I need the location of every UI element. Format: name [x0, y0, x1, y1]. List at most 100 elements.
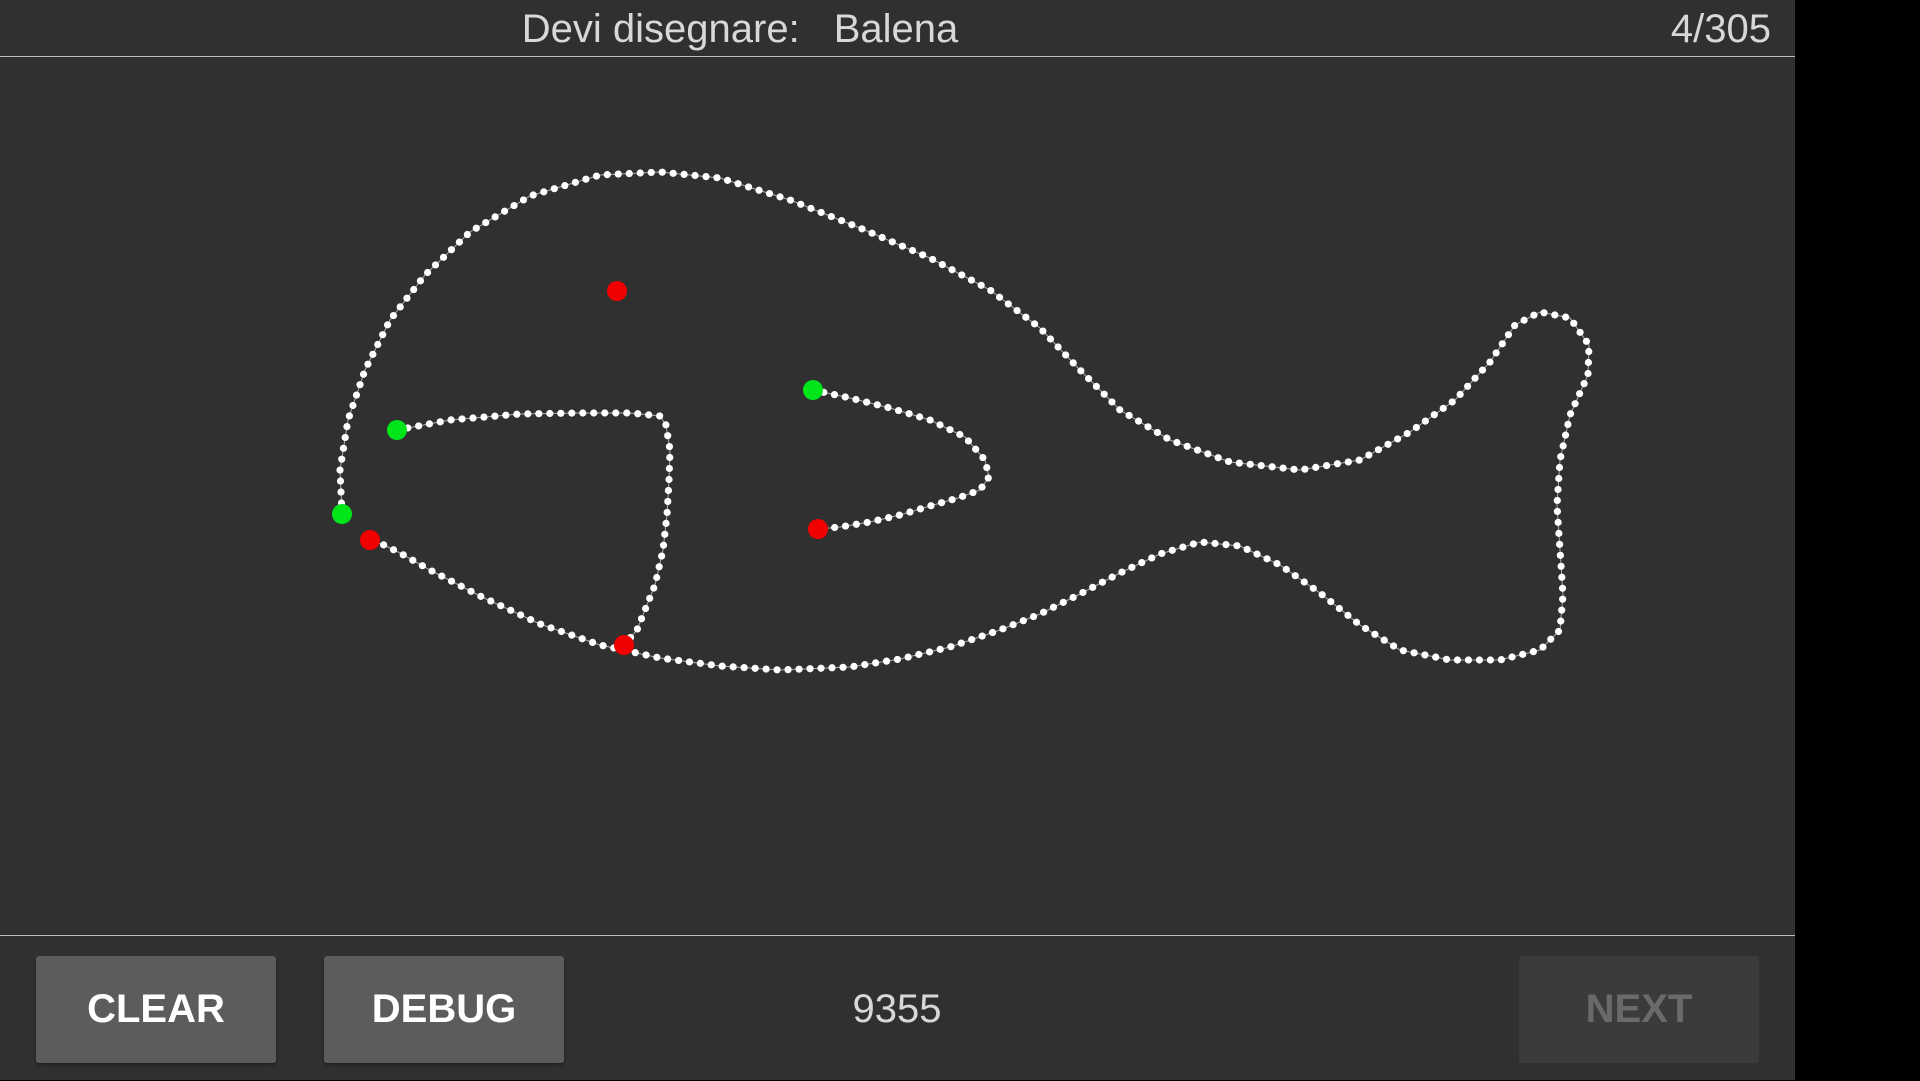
- stroke-point: [472, 224, 480, 232]
- stroke-point: [680, 170, 688, 179]
- stroke-point: [399, 551, 407, 559]
- stroke-point: [645, 411, 653, 419]
- stroke-point: [1554, 627, 1563, 636]
- stroke-line: [396, 412, 671, 646]
- stroke-point: [458, 415, 466, 423]
- stroke-point: [1022, 313, 1030, 321]
- stroke-point: [636, 169, 644, 177]
- stroke-point: [1069, 593, 1077, 602]
- stroke-point: [1118, 568, 1126, 576]
- stroke-point: [936, 645, 944, 653]
- progress-counter: 4/305: [1670, 7, 1771, 51]
- stroke-point: [571, 178, 579, 186]
- stroke-point: [447, 416, 455, 424]
- stroke-point: [546, 409, 554, 418]
- stroke-point: [898, 242, 907, 250]
- stroke-point: [685, 658, 694, 666]
- stroke-point: [1504, 331, 1513, 339]
- stroke-point: [663, 508, 671, 517]
- stroke-point: [882, 657, 891, 665]
- stroke-point: [915, 650, 923, 659]
- stroke-point: [364, 360, 372, 368]
- stroke-point: [1464, 382, 1472, 390]
- stroke-point: [1138, 559, 1146, 567]
- stroke-point: [1380, 636, 1388, 644]
- stroke-point: [578, 635, 586, 643]
- stroke-point: [977, 281, 985, 289]
- stroke-point: [1361, 624, 1370, 633]
- stroke-point: [1233, 542, 1241, 550]
- stroke-point: [614, 170, 622, 178]
- stroke-point: [457, 582, 465, 590]
- stroke-start-marker: [803, 380, 823, 400]
- stroke-end-marker: [360, 530, 380, 550]
- stroke-point: [964, 437, 973, 445]
- stroke-point: [557, 627, 566, 636]
- stroke-point: [995, 293, 1004, 301]
- stroke-point: [1582, 337, 1591, 345]
- stroke-point: [1054, 343, 1062, 351]
- stroke-point: [1029, 612, 1038, 621]
- stroke-point: [1013, 306, 1021, 315]
- stroke-point: [1355, 456, 1363, 464]
- stroke-point: [827, 212, 835, 221]
- stroke-point: [1558, 573, 1566, 581]
- stroke-point: [579, 409, 587, 417]
- stroke-point: [1116, 406, 1124, 414]
- stroke-point: [1471, 374, 1479, 382]
- stroke-point: [601, 409, 609, 417]
- stroke-point: [341, 433, 349, 442]
- stroke-point: [1179, 543, 1187, 551]
- stroke-point: [723, 176, 732, 184]
- next-button[interactable]: NEXT: [1519, 956, 1759, 1063]
- stroke-point: [786, 196, 795, 204]
- debug-button[interactable]: DEBUG: [324, 956, 564, 1063]
- stroke-point: [1412, 423, 1420, 432]
- stroke-point: [852, 520, 860, 528]
- stroke-point: [557, 409, 565, 417]
- stroke-point: [662, 421, 670, 429]
- stroke-point: [1555, 463, 1564, 472]
- stroke-point: [916, 505, 925, 513]
- stroke-point: [666, 453, 674, 462]
- stroke-point: [510, 201, 518, 210]
- stroke-point: [797, 200, 805, 208]
- stroke-point: [665, 464, 673, 473]
- stroke-point: [537, 620, 545, 628]
- stroke-point: [352, 391, 361, 399]
- stroke-line: [339, 171, 1590, 671]
- stroke-point: [848, 221, 856, 229]
- stroke-point: [978, 483, 986, 491]
- stroke-point: [1098, 578, 1107, 586]
- stroke-point: [1556, 540, 1564, 548]
- stroke-point: [868, 229, 876, 237]
- stroke-point: [603, 171, 611, 179]
- stroke-point: [718, 662, 726, 670]
- drawing-canvas[interactable]: [0, 57, 1795, 934]
- stroke-point: [513, 410, 521, 418]
- stroke-point: [1557, 453, 1565, 461]
- stroke-point: [1374, 446, 1383, 454]
- stroke-point: [1558, 606, 1566, 614]
- stroke-point: [1291, 572, 1299, 580]
- stroke-point: [501, 207, 509, 215]
- stroke-point: [369, 350, 377, 358]
- stroke-point: [691, 171, 699, 180]
- stroke-point: [1478, 366, 1487, 374]
- stroke-point: [410, 285, 418, 294]
- stroke-point: [359, 370, 368, 378]
- stroke-point: [641, 604, 650, 613]
- stroke-point: [389, 311, 398, 320]
- clear-button[interactable]: CLEAR: [36, 956, 276, 1063]
- stroke-point: [1540, 309, 1548, 317]
- stroke-point: [1539, 643, 1547, 651]
- stroke-point: [1204, 450, 1212, 458]
- stroke-point: [1421, 417, 1429, 425]
- stroke-point: [637, 615, 646, 623]
- stroke-point: [1554, 485, 1562, 494]
- stroke-point: [568, 631, 576, 639]
- stroke-point: [1571, 400, 1579, 408]
- stroke-point: [662, 519, 670, 527]
- stroke-point: [653, 653, 661, 661]
- stroke-point: [1498, 340, 1506, 348]
